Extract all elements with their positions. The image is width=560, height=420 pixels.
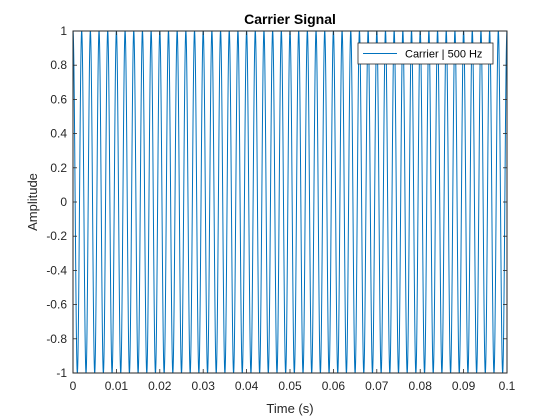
x-tick-label-3: 0.03: [192, 379, 216, 393]
y-tick-label-2: -0.6: [46, 298, 67, 312]
y-tick-label-3: -0.4: [46, 263, 67, 277]
x-tick-label-2: 0.02: [148, 379, 172, 393]
y-tick-label-9: 0.8: [50, 58, 67, 72]
x-tick-label-8: 0.08: [409, 379, 433, 393]
x-tick-label-5: 0.05: [278, 379, 302, 393]
y-tick-label-7: 0.4: [50, 127, 67, 141]
legend-box: [357, 42, 494, 65]
legend-label-carrier: Carrier | 500 Hz: [405, 49, 482, 61]
x-tick-label-10: 0.1: [499, 379, 516, 393]
chart-title: Carrier Signal: [244, 11, 336, 27]
y-tick-label-8: 0.6: [50, 92, 67, 106]
y-tick-label-5: 0: [60, 195, 67, 209]
y-ticks: -1 -0.8 -0.6 -0.4 -0.2 0 0.2 0.4 0.6 0.8 1: [46, 24, 507, 380]
x-tick-label-6: 0.06: [322, 379, 346, 393]
x-tick-label-0: 0: [70, 379, 77, 393]
plot-area: [73, 31, 507, 373]
x-axis-label: Time (s): [266, 401, 313, 416]
x-tick-label-9: 0.09: [452, 379, 476, 393]
y-tick-label-10: 1: [60, 24, 67, 38]
y-tick-label-1: -0.8: [46, 332, 67, 346]
x-tick-label-1: 0.01: [105, 379, 129, 393]
x-tick-label-4: 0.04: [235, 379, 259, 393]
y-tick-label-4: -0.2: [46, 229, 67, 243]
y-tick-label-0: -1: [56, 366, 67, 380]
x-tick-label-7: 0.07: [365, 379, 389, 393]
y-axis-label: Amplitude: [25, 173, 40, 231]
x-ticks: 0 0.01 0.02 0.03 0.04 0.05 0.06 0.07 0.08 0.09 0.1: [70, 31, 516, 393]
legend: Carrier | 500 Hz: [357, 42, 494, 65]
y-tick-label-6: 0.2: [50, 161, 67, 175]
